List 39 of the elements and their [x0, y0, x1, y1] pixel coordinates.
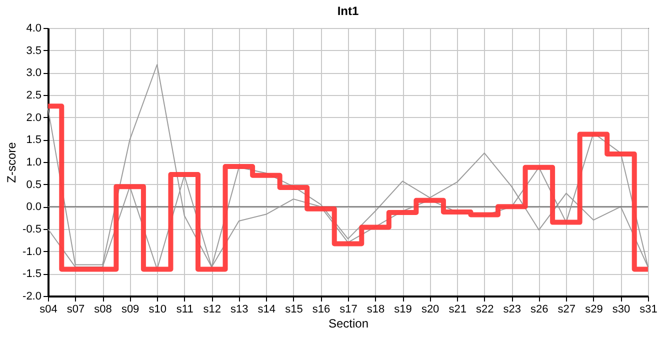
y-tick-label: 3.5 — [26, 44, 42, 57]
x-tick-label: s27 — [558, 304, 576, 316]
y-tick-label: -1.5 — [22, 268, 42, 280]
x-tick-label: s31 — [640, 304, 658, 316]
y-tick-label: 2.5 — [26, 90, 42, 102]
x-tick-label: s13 — [230, 304, 248, 316]
x-tick-label: s11 — [176, 304, 194, 316]
y-tick-label: 0.0 — [26, 201, 42, 214]
y-tick-label: -1.0 — [22, 246, 42, 258]
x-tick-label: s16 — [312, 304, 330, 316]
y-tick-label: 2.0 — [26, 112, 42, 124]
x-tick-label: s19 — [394, 304, 412, 316]
x-tick-label: s18 — [366, 304, 385, 316]
x-tick-label: s20 — [421, 304, 440, 316]
x-tick-label: s08 — [94, 304, 112, 316]
x-tick-label: s26 — [530, 304, 548, 316]
x-tick-label: s04 — [40, 304, 58, 316]
x-tick-label: s14 — [258, 304, 276, 316]
x-axis-title: Section — [328, 316, 369, 330]
x-tick-label: s09 — [121, 304, 140, 316]
y-tick-label: 1.5 — [26, 134, 42, 146]
y-tick-label: 1.0 — [26, 156, 42, 168]
y-tick-label: 3.0 — [26, 67, 42, 80]
x-tick-label: s29 — [585, 304, 603, 316]
y-tick-label: -2.0 — [22, 290, 42, 302]
x-tick-label: s22 — [476, 304, 494, 316]
x-tick-label: s30 — [612, 304, 630, 316]
x-tick-label: s12 — [203, 304, 222, 316]
x-tick-label: s17 — [340, 304, 358, 316]
x-tick-label: s21 — [448, 304, 466, 316]
y-axis-title: Z-score — [4, 142, 19, 183]
y-tick-label: -0.5 — [22, 224, 42, 236]
y-tick-label: 0.5 — [26, 178, 42, 191]
y-tick-label: 4.0 — [26, 22, 42, 34]
x-tick-label: s07 — [66, 304, 85, 316]
chart-title: Int1 — [337, 4, 359, 18]
x-tick-label: s23 — [503, 304, 522, 316]
x-tick-label: s15 — [285, 304, 303, 316]
x-tick-label: s10 — [148, 304, 166, 316]
